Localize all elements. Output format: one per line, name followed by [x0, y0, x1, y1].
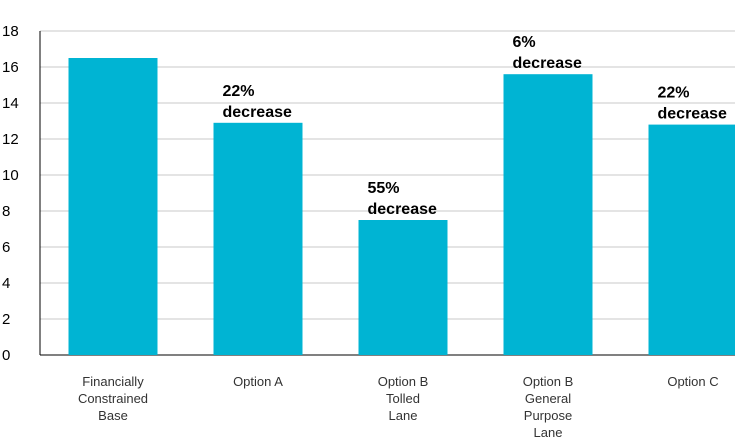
- x-tick-label: Lane: [534, 425, 563, 440]
- x-tick-label: Option B: [378, 374, 429, 389]
- bar: [648, 124, 735, 355]
- y-tick-label: 2: [2, 311, 10, 328]
- bar-annotation: 22%: [223, 83, 255, 100]
- bar-annotation: decrease: [223, 104, 292, 121]
- bar: [358, 220, 448, 355]
- bar-annotation: 22%: [658, 85, 690, 102]
- y-tick-label: 4: [2, 275, 10, 292]
- y-tick-label: 10: [2, 167, 19, 184]
- bar-annotation: decrease: [658, 106, 727, 123]
- bar-annotation: 6%: [513, 34, 536, 51]
- x-tick-label: Lane: [389, 408, 418, 423]
- x-tick-label: Option B: [523, 374, 574, 389]
- y-tick-label: 8: [2, 203, 10, 220]
- bar-annotation: 55%: [368, 180, 400, 197]
- bars: [68, 58, 735, 355]
- bar-annotation: decrease: [513, 55, 582, 72]
- y-tick-label: 16: [2, 59, 19, 76]
- x-tick-label: General: [525, 391, 571, 406]
- bar: [68, 58, 158, 355]
- bar-annotation: decrease: [368, 201, 437, 218]
- x-axis-labels: Financially Constrained Base Option A Option…: [78, 374, 719, 440]
- y-tick-label: 18: [2, 23, 19, 40]
- x-tick-label: Option A: [233, 374, 283, 389]
- x-tick-label: Base: [98, 408, 128, 423]
- y-tick-label: 6: [2, 239, 10, 256]
- x-tick-label: Financially: [82, 374, 144, 389]
- x-tick-label: Constrained: [78, 391, 148, 406]
- bar: [213, 122, 303, 355]
- x-tick-label: Purpose: [524, 408, 572, 423]
- bar: [503, 74, 593, 355]
- x-tick-label: Option C: [667, 374, 718, 389]
- y-tick-label: 12: [2, 131, 19, 148]
- bar-annotations: 22% decrease 55% decrease 6% decrease 22% decre…: [223, 34, 727, 218]
- y-tick-label: 0: [2, 347, 10, 364]
- y-tick-label: 14: [2, 95, 19, 112]
- x-tick-label: Tolled: [386, 391, 420, 406]
